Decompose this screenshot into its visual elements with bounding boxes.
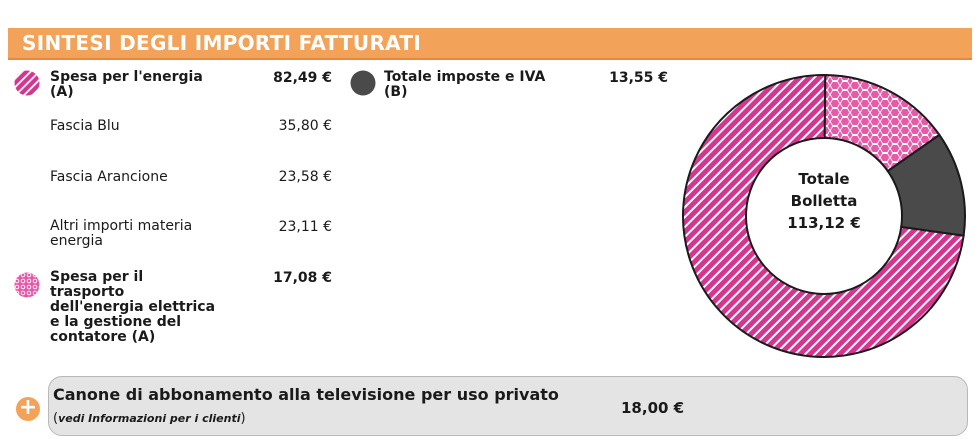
energia-amount: 82,49 € — [273, 70, 332, 86]
altri-importi-amount: 23,11 € — [278, 219, 332, 235]
info-link[interactable]: vedi Informazioni per i clienti — [58, 412, 241, 425]
fascia-arancione-amount: 23,58 € — [278, 169, 332, 185]
canone-box: Canone di abbonamento alla televisione p… — [48, 376, 968, 436]
donut-slice-imposte — [886, 133, 966, 237]
imposte-label: Totale imposte e IVA (B) — [384, 69, 546, 100]
canone-amount: 18,00 € — [621, 399, 685, 417]
chart-center-label: Totale Bolletta 113,12 € — [764, 168, 884, 234]
chart-center-line2: Bolletta — [790, 192, 858, 210]
plus-icon[interactable]: + — [16, 397, 40, 421]
chart-center-line1: Totale — [798, 170, 850, 188]
page-title: SINTESI DEGLI IMPORTI FATTURATI — [22, 31, 422, 55]
donut-slice-energia — [682, 74, 965, 358]
donut-chart — [682, 73, 966, 358]
striped-pink-legend-icon — [14, 70, 40, 96]
gray-legend-icon — [350, 70, 376, 96]
fascia-blu-label: Fascia Blu — [50, 118, 120, 134]
chart-center-value: 113,12 € — [787, 214, 861, 232]
trasporto-label: Spesa per il trasporto dell'energia elet… — [50, 269, 216, 345]
altri-importi-label: Altri importi materia energia — [50, 218, 193, 249]
trasporto-amount: 17,08 € — [273, 270, 332, 286]
summary-header: SINTESI DEGLI IMPORTI FATTURATI — [8, 28, 972, 60]
canone-title: Canone di abbonamento alla televisione p… — [53, 385, 559, 404]
honeycomb-pink-legend-icon — [14, 272, 40, 298]
energia-label: Spesa per l'energia (A) — [50, 69, 203, 100]
fascia-blu-amount: 35,80 € — [278, 118, 332, 134]
imposte-amount: 13,55 € — [609, 70, 668, 86]
canone-note: (vedi Informazioni per i clienti) — [53, 411, 246, 426]
fascia-arancione-label: Fascia Arancione — [50, 169, 168, 185]
